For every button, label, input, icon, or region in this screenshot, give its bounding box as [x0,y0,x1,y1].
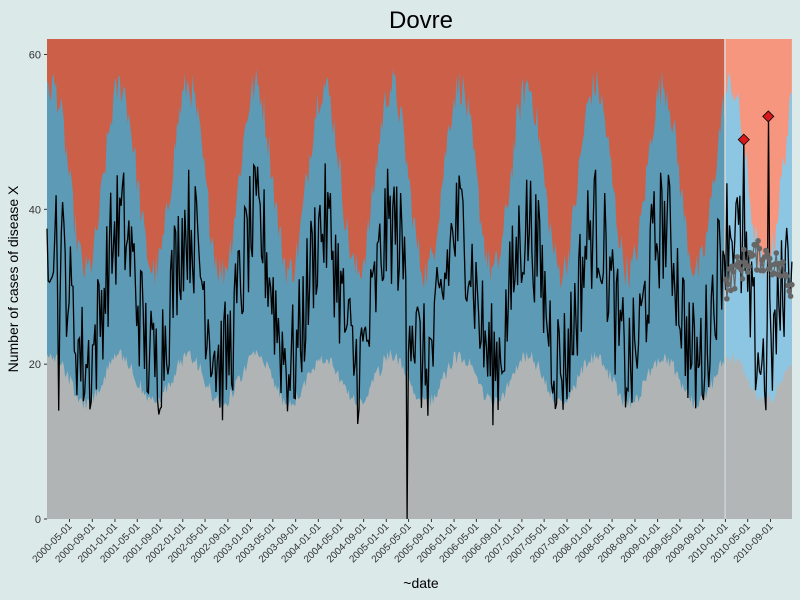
plot-area [46,39,795,520]
chart-title: Dovre [389,7,453,34]
prediction-points [722,238,795,302]
x-axis-title: ~date [403,575,439,591]
y-axis-title: Number of cases of disease X [5,185,21,372]
x-axis: 2000-05-012000-09-012001-01-012001-05-01… [31,519,776,565]
y-tick-label: 40 [29,204,41,216]
outbreak-marker [737,133,750,146]
observed-line [46,116,793,520]
prediction-line [725,240,793,299]
y-tick-label: 0 [35,514,41,526]
outbreak-marker [762,110,775,123]
zone-low-historical [47,349,725,519]
y-tick-label: 20 [29,359,41,371]
y-tick-label: 60 [29,49,41,61]
zone-low-prediction [725,351,792,519]
y-axis: 0 20 40 60 [29,49,47,526]
